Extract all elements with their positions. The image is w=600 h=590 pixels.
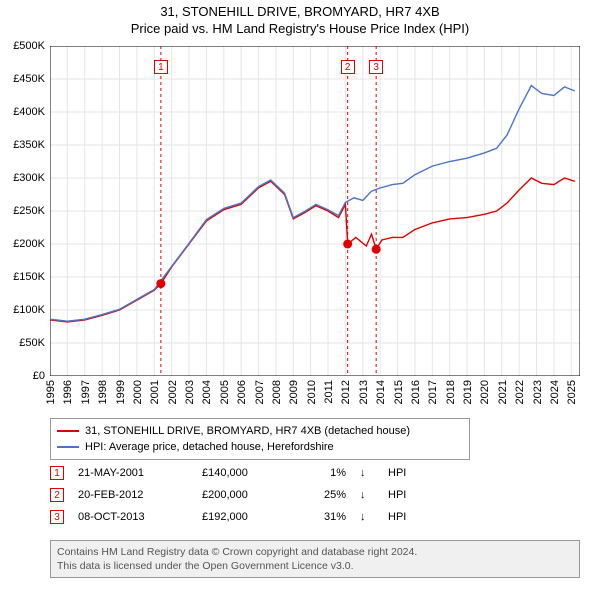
x-tick-label: 2023 — [532, 380, 544, 404]
legend-label: HPI: Average price, detached house, Here… — [85, 441, 334, 453]
event-row: 3 08-OCT-2013 £192,000 31% ↓ HPI — [50, 506, 406, 528]
event-hpi-label: HPI — [388, 489, 406, 501]
y-tick-label: £200K — [13, 238, 45, 250]
event-pct: 1% — [306, 467, 346, 479]
event-hpi-label: HPI — [388, 511, 406, 523]
x-tick-label: 2010 — [306, 380, 318, 404]
down-arrow-icon: ↓ — [360, 467, 374, 479]
chart-event-marker: 2 — [341, 60, 355, 74]
title-address: 31, STONEHILL DRIVE, BROMYARD, HR7 4XB — [0, 4, 600, 19]
event-date: 08-OCT-2013 — [78, 511, 188, 523]
event-marker-2: 2 — [50, 488, 64, 502]
event-pct: 31% — [306, 511, 346, 523]
x-tick-label: 2022 — [514, 380, 526, 404]
x-tick-label: 2001 — [149, 380, 161, 404]
x-tick-label: 2012 — [340, 380, 352, 404]
chart-titles: 31, STONEHILL DRIVE, BROMYARD, HR7 4XB P… — [0, 0, 600, 36]
chart-event-marker: 3 — [369, 60, 383, 74]
x-tick-label: 2003 — [184, 380, 196, 404]
event-row: 1 21-MAY-2001 £140,000 1% ↓ HPI — [50, 462, 406, 484]
legend-swatch-house — [57, 430, 79, 432]
y-tick-label: £150K — [13, 271, 45, 283]
x-tick-label: 1996 — [62, 380, 74, 404]
x-tick-label: 2000 — [132, 380, 144, 404]
y-tick-label: £0 — [33, 370, 45, 382]
y-tick-label: £250K — [13, 205, 45, 217]
down-arrow-icon: ↓ — [360, 511, 374, 523]
y-tick-label: £500K — [13, 40, 45, 52]
y-tick-label: £50K — [19, 337, 45, 349]
x-tick-label: 2007 — [254, 380, 266, 404]
x-tick-label: 2004 — [201, 380, 213, 404]
chart-area: £0£50K£100K£150K£200K£250K£300K£350K£400… — [50, 46, 580, 376]
x-tick-label: 2025 — [566, 380, 578, 404]
x-tick-label: 2024 — [549, 380, 561, 404]
event-date: 21-MAY-2001 — [78, 467, 188, 479]
x-tick-label: 2008 — [271, 380, 283, 404]
event-marker-3: 3 — [50, 510, 64, 524]
y-tick-label: £300K — [13, 172, 45, 184]
event-price: £140,000 — [202, 467, 292, 479]
footer-line: This data is licensed under the Open Gov… — [57, 559, 573, 573]
x-tick-label: 2018 — [445, 380, 457, 404]
event-date: 20-FEB-2012 — [78, 489, 188, 501]
event-marker-1: 1 — [50, 466, 64, 480]
y-tick-label: £350K — [13, 139, 45, 151]
event-hpi-label: HPI — [388, 467, 406, 479]
event-price: £192,000 — [202, 511, 292, 523]
y-tick-label: £100K — [13, 304, 45, 316]
x-tick-label: 2016 — [410, 380, 422, 404]
event-row: 2 20-FEB-2012 £200,000 25% ↓ HPI — [50, 484, 406, 506]
x-tick-label: 2009 — [288, 380, 300, 404]
title-subtitle: Price paid vs. HM Land Registry's House … — [0, 21, 600, 36]
events-table: 1 21-MAY-2001 £140,000 1% ↓ HPI 2 20-FEB… — [50, 462, 406, 528]
down-arrow-icon: ↓ — [360, 489, 374, 501]
legend-label: 31, STONEHILL DRIVE, BROMYARD, HR7 4XB (… — [85, 425, 410, 437]
y-tick-label: £400K — [13, 106, 45, 118]
x-tick-label: 1999 — [115, 380, 127, 404]
x-tick-label: 2002 — [167, 380, 179, 404]
event-pct: 25% — [306, 489, 346, 501]
x-tick-label: 2021 — [497, 380, 509, 404]
x-tick-label: 1998 — [97, 380, 109, 404]
legend-row: HPI: Average price, detached house, Here… — [57, 439, 463, 455]
x-tick-label: 1997 — [80, 380, 92, 404]
x-tick-label: 2017 — [427, 380, 439, 404]
x-tick-label: 1995 — [45, 380, 57, 404]
x-tick-label: 2020 — [479, 380, 491, 404]
chart-svg — [50, 46, 580, 376]
x-tick-label: 2005 — [219, 380, 231, 404]
x-tick-label: 2019 — [462, 380, 474, 404]
x-tick-label: 2015 — [393, 380, 405, 404]
y-tick-label: £450K — [13, 73, 45, 85]
x-tick-label: 2013 — [358, 380, 370, 404]
footer-attribution: Contains HM Land Registry data © Crown c… — [50, 540, 580, 578]
legend-swatch-hpi — [57, 446, 79, 448]
chart-event-marker: 1 — [154, 60, 168, 74]
event-price: £200,000 — [202, 489, 292, 501]
x-tick-label: 2006 — [236, 380, 248, 404]
legend: 31, STONEHILL DRIVE, BROMYARD, HR7 4XB (… — [50, 418, 470, 460]
footer-line: Contains HM Land Registry data © Crown c… — [57, 545, 573, 559]
x-tick-label: 2014 — [375, 380, 387, 404]
legend-row: 31, STONEHILL DRIVE, BROMYARD, HR7 4XB (… — [57, 423, 463, 439]
x-tick-label: 2011 — [323, 380, 335, 404]
